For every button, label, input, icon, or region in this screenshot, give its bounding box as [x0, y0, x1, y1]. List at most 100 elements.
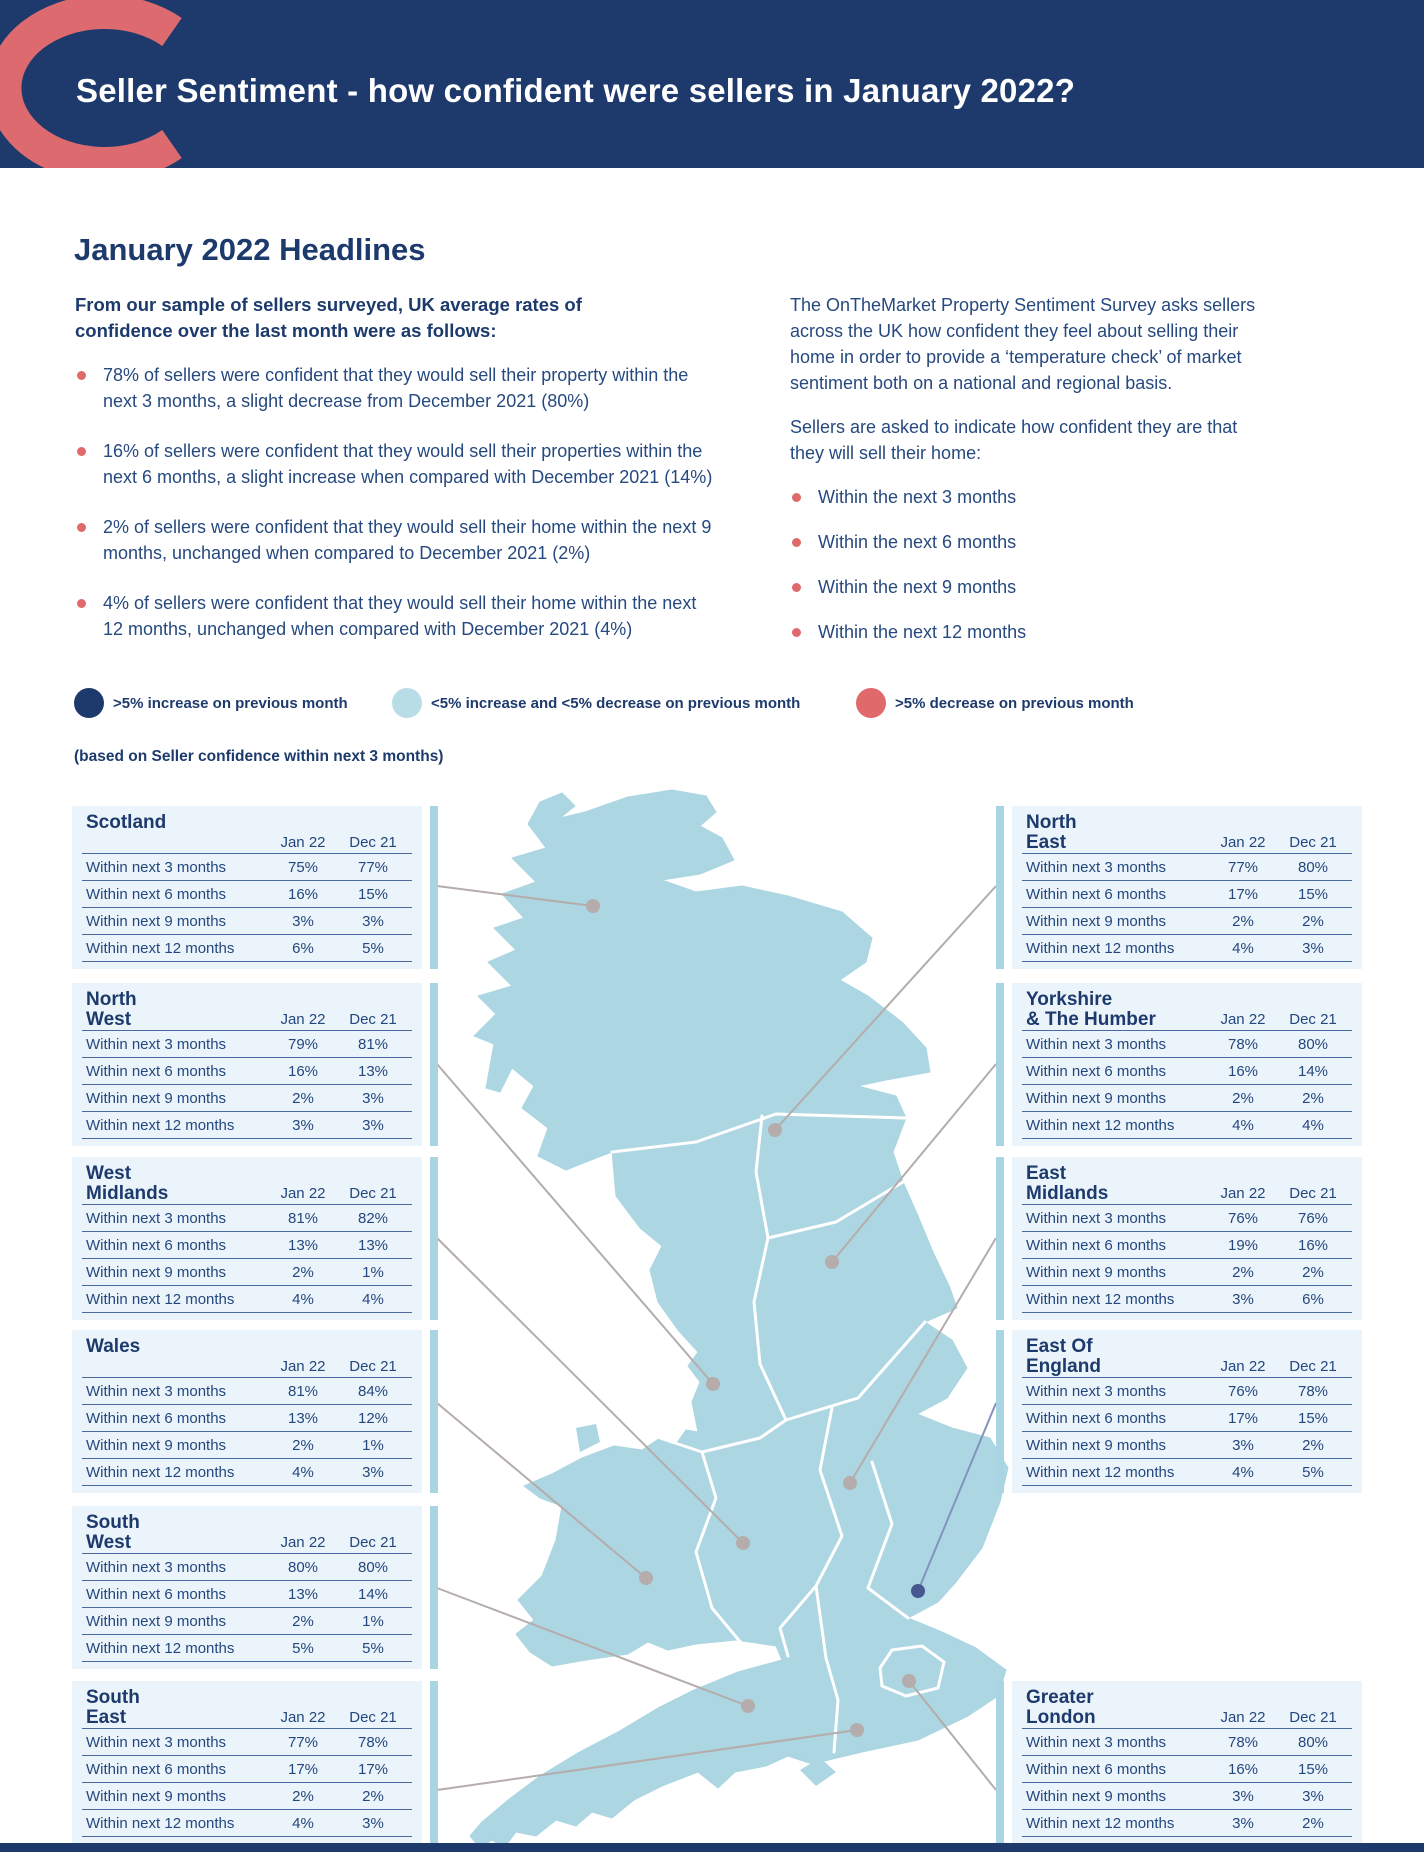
column-headers: Jan 22 Dec 21	[1208, 1358, 1348, 1377]
table-row: Within next 6 months 13% 12%	[82, 1404, 412, 1431]
headline-bullet-list: 78% of sellers were confident that they …	[75, 362, 715, 666]
jan-value: 2%	[292, 1787, 314, 1805]
jan-value: 13%	[287, 1585, 319, 1603]
table-row: Within next 12 months 3% 2%	[1022, 1809, 1352, 1837]
border-pennines	[752, 1114, 788, 1422]
jan-value: 4%	[292, 1814, 314, 1832]
table-row: Within next 6 months 16% 14%	[1022, 1057, 1352, 1084]
dec-value: 17%	[357, 1760, 389, 1778]
col-header-jan: Jan 22	[280, 1185, 326, 1202]
dec-value: 5%	[362, 939, 384, 957]
map-dot-east-midlands	[843, 1476, 857, 1490]
row-label: Within next 3 months	[1026, 1209, 1167, 1227]
jan-value: 3%	[1232, 1290, 1254, 1308]
region-name: Scotland	[86, 812, 167, 833]
connector-greater-london	[908, 1680, 997, 1791]
col-header-dec: Dec 21	[1289, 1358, 1337, 1375]
table-row: Within next 6 months 19% 16%	[1022, 1231, 1352, 1258]
connector-scotland	[436, 885, 594, 907]
table-row: Within next 12 months 4% 5%	[1022, 1458, 1352, 1486]
table-row: Within next 6 months 16% 13%	[82, 1057, 412, 1084]
border-greater-london	[878, 1644, 946, 1698]
row-label: Within next 6 months	[1026, 1409, 1167, 1427]
accent-stripe	[996, 1681, 1004, 1844]
neutral-circle-icon	[392, 688, 422, 718]
connector-north-east	[774, 885, 997, 1131]
col-header-jan: Jan 22	[1220, 1185, 1266, 1202]
dec-value: 84%	[357, 1382, 389, 1400]
map-dot-south-west	[741, 1699, 755, 1713]
region-name: West Midlands	[86, 1163, 169, 1204]
table-row: Within next 6 months 16% 15%	[1022, 1755, 1352, 1782]
col-header-dec: Dec 21	[349, 834, 397, 851]
col-header-dec: Dec 21	[349, 1358, 397, 1375]
row-label: Within next 9 months	[1026, 1089, 1167, 1107]
row-label: Within next 9 months	[1026, 1263, 1167, 1281]
table-rows: Within next 3 months 80% 80% Within next 6 …	[82, 1553, 412, 1662]
jan-value: 17%	[1227, 1409, 1259, 1427]
region-table: Wales Jan 22 Dec 21 Within next 3 months…	[72, 1330, 438, 1493]
accent-stripe	[430, 806, 438, 969]
table-row: Within next 12 months 4% 4%	[1022, 1111, 1352, 1139]
jan-value: 5%	[292, 1639, 314, 1657]
dec-value: 3%	[1302, 1787, 1324, 1805]
border-southwest-southeast	[814, 1584, 840, 1754]
col-header-jan: Jan 22	[1220, 1011, 1266, 1028]
col-header-jan: Jan 22	[280, 834, 326, 851]
col-header-jan: Jan 22	[280, 1358, 326, 1375]
survey-option-text: Within the next 9 months	[818, 577, 1017, 597]
legend-label: >5% increase on previous month	[113, 694, 348, 712]
survey-option: Within the next 9 months	[790, 574, 1260, 600]
accent-stripe	[996, 1330, 1004, 1493]
jan-value: 4%	[292, 1290, 314, 1308]
jan-value: 13%	[287, 1409, 319, 1427]
legend-decrease: >5% decrease on previous month	[856, 688, 1134, 718]
row-label: Within next 3 months	[1026, 858, 1167, 876]
accent-stripe	[996, 1157, 1004, 1320]
dec-value: 16%	[1297, 1236, 1329, 1254]
page-title: Seller Sentiment - how confident were se…	[76, 72, 1076, 109]
jan-value: 3%	[1232, 1436, 1254, 1454]
column-headers: Jan 22 Dec 21	[1208, 1709, 1348, 1728]
region-table: North West Jan 22 Dec 21 Within next 3 m…	[72, 983, 438, 1146]
dec-value: 80%	[1297, 1733, 1329, 1751]
accent-stripe	[430, 1681, 438, 1844]
dec-value: 1%	[362, 1263, 384, 1281]
table-row: Within next 9 months 2% 1%	[82, 1431, 412, 1458]
row-label: Within next 3 months	[86, 1733, 227, 1751]
connector-south-west	[436, 1587, 749, 1707]
column-headers: Jan 22 Dec 21	[1208, 1011, 1348, 1030]
jan-value: 75%	[287, 858, 319, 876]
jan-value: 17%	[1227, 885, 1259, 903]
jan-value: 76%	[1227, 1382, 1259, 1400]
col-header-dec: Dec 21	[349, 1534, 397, 1551]
table-row: Within next 6 months 17% 15%	[1022, 1404, 1352, 1431]
region-table: East Of England Jan 22 Dec 21 Within nex…	[996, 1330, 1362, 1493]
jan-value: 3%	[292, 1116, 314, 1134]
row-label: Within next 6 months	[1026, 1760, 1167, 1778]
bullet-dot-icon	[77, 523, 86, 532]
row-label: Within next 12 months	[1026, 1116, 1175, 1134]
table-row: Within next 3 months 80% 80%	[82, 1553, 412, 1580]
jan-value: 2%	[292, 1089, 314, 1107]
bullet-dot-icon	[792, 538, 801, 547]
table-row: Within next 6 months 16% 15%	[82, 880, 412, 907]
jan-value: 16%	[1227, 1062, 1259, 1080]
jan-value: 16%	[287, 1062, 319, 1080]
table-row: Within next 9 months 3% 2%	[1022, 1431, 1352, 1458]
map-dot-north-west	[706, 1377, 720, 1391]
headline-bullet-text: 16% of sellers were confident that they …	[103, 441, 713, 487]
row-label: Within next 6 months	[86, 1585, 227, 1603]
table-rows: Within next 3 months 79% 81% Within next 6 …	[82, 1030, 412, 1139]
table-row: Within next 12 months 3% 6%	[1022, 1285, 1352, 1313]
accent-stripe	[430, 1330, 438, 1493]
table-row: Within next 12 months 4% 3%	[82, 1458, 412, 1486]
row-label: Within next 9 months	[86, 1612, 227, 1630]
jan-value: 13%	[287, 1236, 319, 1254]
map-dot-south-east	[850, 1723, 864, 1737]
dec-value: 78%	[357, 1733, 389, 1751]
table-rows: Within next 3 months 81% 82% Within next 6 …	[82, 1204, 412, 1313]
column-headers: Jan 22 Dec 21	[1208, 834, 1348, 853]
dec-value: 81%	[357, 1035, 389, 1053]
dec-value: 15%	[357, 885, 389, 903]
